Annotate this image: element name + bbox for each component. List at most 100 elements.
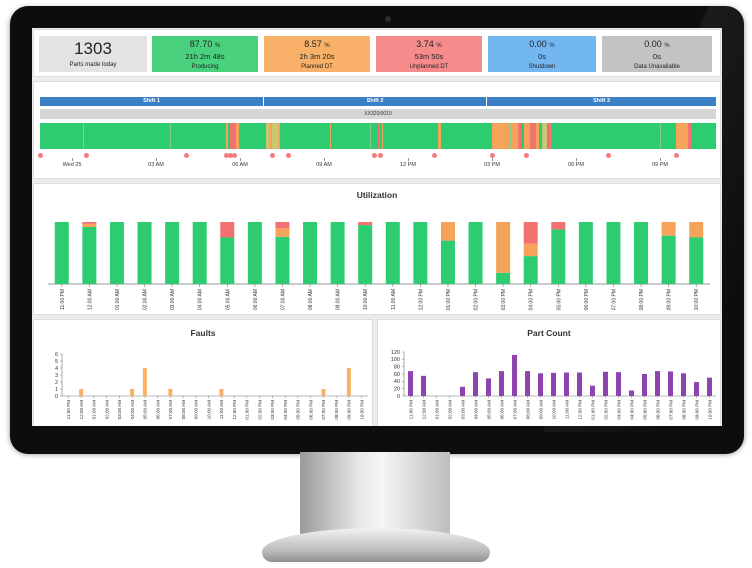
fault-marker-icon[interactable]	[232, 153, 237, 158]
part-count-bar[interactable]	[603, 371, 608, 396]
part-count-bar[interactable]	[538, 373, 543, 396]
part-count-bar[interactable]	[616, 372, 621, 396]
faults-x-tick-label: 08:00 AM	[181, 400, 186, 420]
fault-marker-icon[interactable]	[224, 153, 229, 158]
utilization-bar-planned[interactable]	[440, 222, 455, 241]
utilization-bar-planned[interactable]	[82, 223, 97, 227]
utilization-bar-unplanned[interactable]	[82, 222, 97, 224]
faults-bar[interactable]	[130, 389, 135, 396]
utilization-bar-producing[interactable]	[165, 222, 180, 284]
faults-bar[interactable]	[79, 389, 84, 396]
utilization-bar-planned[interactable]	[689, 222, 704, 238]
producing-card[interactable]: 87.70 % 21h 2m 48s Producing	[152, 36, 258, 72]
faults-bar[interactable]	[346, 368, 351, 396]
utilization-bar-producing[interactable]	[578, 222, 593, 284]
shutdown-card[interactable]: 0.00 % 0s Shutdown	[488, 36, 596, 72]
utilization-bar-unplanned[interactable]	[358, 222, 373, 226]
part-count-bar[interactable]	[408, 371, 413, 396]
part-count-bar[interactable]	[564, 372, 569, 396]
utilization-bar-producing[interactable]	[358, 225, 373, 284]
part-count-bar[interactable]	[642, 374, 647, 396]
utilization-bar-unplanned[interactable]	[523, 222, 538, 244]
data-unavailable-card[interactable]: 0.00 % 0s Data Unavailable	[602, 36, 712, 72]
utilization-bar-planned[interactable]	[496, 222, 511, 273]
part-count-bar[interactable]	[486, 378, 491, 396]
monitor-chin	[10, 432, 744, 454]
fault-marker-icon[interactable]	[38, 153, 43, 158]
fault-marker-icon[interactable]	[286, 153, 291, 158]
utilization-bar-producing[interactable]	[275, 236, 290, 284]
part-count-bar[interactable]	[681, 373, 686, 396]
utilization-bar-producing[interactable]	[303, 222, 318, 284]
utilization-chart[interactable]: 11:00 PM 12:00 AM 01:00 AM 02:00 AM 03:00 AM…	[34, 202, 720, 314]
utilization-bar-producing[interactable]	[468, 222, 483, 284]
part-count-bar[interactable]	[421, 375, 426, 396]
part-count-bar[interactable]	[590, 385, 595, 396]
utilization-bar-producing[interactable]	[551, 229, 566, 284]
part-count-bar[interactable]	[499, 371, 504, 396]
fault-marker-icon[interactable]	[524, 153, 529, 158]
part-count-bar[interactable]	[694, 382, 699, 396]
part-count-bar[interactable]	[655, 371, 660, 396]
utilization-bar-unplanned[interactable]	[551, 222, 566, 230]
state-timeline-bar[interactable]	[40, 123, 716, 149]
producing-percent: 87.70	[189, 39, 213, 49]
part-count-bar[interactable]	[460, 386, 465, 396]
utilization-bar-unplanned[interactable]	[275, 222, 290, 229]
fault-marker-icon[interactable]	[378, 153, 383, 158]
utilization-bar-producing[interactable]	[440, 240, 455, 284]
fault-marker-icon[interactable]	[674, 153, 679, 158]
unplanned-dt-card[interactable]: 3.74 % 53m 50s Unplanned DT	[376, 36, 482, 72]
faults-bar[interactable]	[142, 368, 147, 396]
utilization-bar-producing[interactable]	[413, 222, 428, 284]
part-count-bar[interactable]	[629, 390, 634, 397]
utilization-bar-producing[interactable]	[385, 222, 400, 284]
fault-marker-icon[interactable]	[184, 153, 189, 158]
parts-made-card[interactable]: 1303 Parts made today	[39, 36, 147, 72]
part-count-bar[interactable]	[668, 371, 673, 396]
utilization-bar-producing[interactable]	[220, 237, 235, 285]
utilization-bar-producing[interactable]	[54, 222, 69, 284]
utilization-bar-producing[interactable]	[634, 222, 649, 284]
utilization-bar-producing[interactable]	[247, 222, 262, 284]
utilization-bar-producing[interactable]	[109, 222, 124, 284]
fault-marker-icon[interactable]	[432, 153, 437, 158]
faults-bar[interactable]	[168, 389, 173, 396]
utilization-bar-producing[interactable]	[689, 237, 704, 285]
part-count-bar[interactable]	[525, 371, 530, 396]
part-count-x-tick-label: 01:00 PM	[590, 400, 595, 420]
faults-bar[interactable]	[219, 389, 224, 396]
utilization-bar-producing[interactable]	[661, 235, 676, 284]
utilization-bar-producing[interactable]	[523, 256, 538, 284]
utilization-bar-producing[interactable]	[330, 222, 345, 284]
fault-marker-icon[interactable]	[228, 153, 233, 158]
utilization-bar-planned[interactable]	[661, 222, 676, 236]
shift-2-band[interactable]: Shift 2	[264, 97, 486, 106]
shift-1-band[interactable]: Shift 1	[40, 97, 263, 106]
fault-marker-icon[interactable]	[606, 153, 611, 158]
fault-marker-icon[interactable]	[372, 153, 377, 158]
fault-marker-icon[interactable]	[84, 153, 89, 158]
utilization-bar-producing[interactable]	[192, 222, 207, 284]
part-count-bar[interactable]	[551, 372, 556, 396]
part-count-y-tick-label: 0	[397, 394, 400, 400]
utilization-bar-producing[interactable]	[82, 226, 97, 284]
fault-marker-icon[interactable]	[490, 153, 495, 158]
part-count-bar[interactable]	[473, 372, 478, 396]
utilization-bar-unplanned[interactable]	[220, 222, 235, 238]
timeline-tick-label: 06 AM	[232, 162, 248, 168]
shift-3-band[interactable]: Shift 3	[487, 97, 716, 106]
utilization-bar-producing[interactable]	[137, 222, 152, 284]
utilization-bar-producing[interactable]	[606, 222, 621, 284]
part-count-bar[interactable]	[707, 377, 712, 396]
planned-dt-card[interactable]: 8.57 % 2h 3m 20s Planned DT	[264, 36, 370, 72]
utilization-bar-planned[interactable]	[523, 243, 538, 257]
faults-bar[interactable]	[321, 389, 326, 396]
utilization-bar-planned[interactable]	[275, 228, 290, 237]
part-count-bar[interactable]	[512, 354, 517, 396]
fault-marker-icon[interactable]	[270, 153, 275, 158]
utilization-bar-producing[interactable]	[496, 272, 511, 284]
part-count-bar[interactable]	[577, 372, 582, 396]
